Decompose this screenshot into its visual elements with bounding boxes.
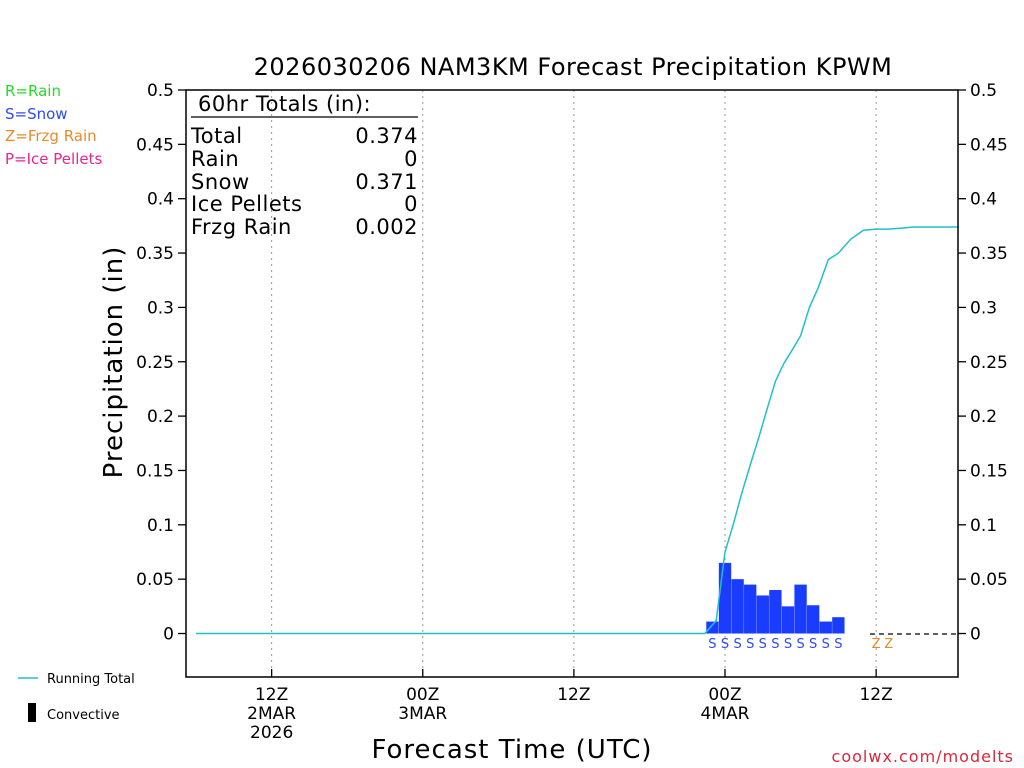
totals-label-rain: Rain	[191, 147, 239, 171]
chart-title: 2026030206 NAM3KM Forecast Precipitation…	[254, 53, 893, 81]
y-tick-label-right-1: 0.05	[970, 570, 1008, 590]
ptype-marker-6: S	[784, 637, 792, 652]
legend-snow: S=Snow	[5, 105, 68, 123]
snow-bar-1	[718, 562, 732, 634]
ptype-marker-10: S	[834, 637, 842, 652]
y-tick-label-right-8: 0.4	[970, 190, 997, 210]
totals-value-total: 0.374	[355, 124, 418, 148]
totals-box: 60hr Totals (in): Total 0.374 Rain 0 Sno…	[190, 92, 418, 239]
y-tick-label-right-4: 0.2	[970, 407, 997, 427]
convective-legend-label: Convective	[47, 708, 120, 723]
y-tick-label-left-7: 0.35	[136, 244, 174, 264]
x-axis-title: Forecast Time (UTC)	[371, 735, 652, 765]
snow-bar-4	[756, 595, 769, 634]
snow-bar-7	[794, 584, 807, 634]
type-legend: R=Rain S=Snow Z=Frzg Rain P=Ice Pellets	[5, 82, 102, 168]
legend-ice-pellets: P=Ice Pellets	[5, 150, 102, 168]
y-tick-label-left-10: 0.5	[147, 81, 174, 101]
grid-lines	[271, 90, 877, 677]
running-total-series	[196, 226, 958, 635]
snow-bar-0	[706, 621, 719, 634]
totals-label-snow: Snow	[191, 170, 250, 194]
y-tick-label-right-10: 0.5	[970, 81, 997, 101]
y-axis-title: Precipitation (in)	[99, 246, 129, 479]
y-tick-label-left-4: 0.2	[147, 407, 174, 427]
x-tick-label-0-0: 12Z	[255, 685, 288, 705]
series-legend: Running Total Convective	[18, 672, 135, 723]
totals-label-total: Total	[190, 124, 243, 148]
y-tick-label-left-3: 0.15	[136, 461, 174, 481]
totals-header: 60hr Totals (in):	[198, 92, 371, 116]
y-tick-label-right-5: 0.25	[970, 353, 1008, 373]
totals-value-frzg-rain: 0.002	[355, 215, 418, 239]
snow-bar-2	[731, 579, 744, 634]
credit-text: coolwx.com/modelts	[832, 747, 1014, 766]
y-tick-label-left-0: 0	[163, 625, 174, 645]
snow-bar-8	[807, 605, 820, 634]
ptype-marker-4: S	[759, 637, 767, 652]
snow-bar-6	[781, 606, 795, 634]
totals-value-snow: 0.371	[355, 170, 418, 194]
legend-rain: R=Rain	[5, 82, 61, 100]
x-tick-label-1-1: 3MAR	[398, 704, 447, 724]
ptype-marker-12: Z	[884, 637, 893, 652]
ptype-marker-3: S	[746, 637, 754, 652]
y-tick-label-right-9: 0.45	[970, 135, 1008, 155]
ptype-marker-2: S	[733, 637, 741, 652]
snow-bar-10	[832, 617, 845, 634]
ptype-marker-1: S	[721, 637, 729, 652]
y-axis-right: 0 0.05 0.1 0.15 0.2 0.25 0.3 0.35 0.4 0.45 0.5	[958, 81, 1008, 645]
legend-frzg-rain: Z=Frzg Rain	[5, 127, 97, 145]
x-tick-label-0-2: 2026	[250, 723, 293, 743]
convective-legend-swatch	[28, 703, 36, 722]
plot-frame	[185, 89, 959, 678]
ptype-marker-0: S	[708, 637, 716, 652]
y-axis-left: 0 0.05 0.1 0.15 0.2 0.25 0.3 0.35 0.4 0.45 0.5	[136, 81, 186, 645]
ptype-marker-8: S	[809, 637, 817, 652]
y-tick-label-right-7: 0.35	[970, 244, 1008, 264]
ptype-marker-9: S	[822, 637, 830, 652]
ptype-marker-11: Z	[872, 637, 881, 652]
y-tick-label-right-6: 0.3	[970, 298, 997, 318]
totals-value-ice-pellets: 0	[404, 192, 418, 216]
y-tick-label-right-2: 0.1	[970, 516, 997, 536]
y-tick-label-right-3: 0.15	[970, 461, 1008, 481]
running-total-legend-label: Running Total	[47, 672, 135, 687]
totals-value-rain: 0	[404, 147, 418, 171]
x-tick-label-1-0: 00Z	[406, 685, 439, 705]
y-tick-label-left-8: 0.4	[147, 190, 174, 210]
ptype-marker-5: S	[771, 637, 779, 652]
y-tick-label-right-0: 0	[970, 625, 981, 645]
y-tick-label-left-9: 0.45	[136, 135, 174, 155]
x-tick-label-2-0: 12Z	[557, 685, 590, 705]
totals-label-ice-pellets: Ice Pellets	[191, 192, 302, 216]
y-tick-label-left-2: 0.1	[147, 516, 174, 536]
x-tick-label-3-1: 4MAR	[701, 704, 750, 724]
totals-label-frzg-rain: Frzg Rain	[191, 215, 292, 239]
snow-bar-9	[819, 621, 832, 634]
bars	[706, 562, 845, 634]
running-total-line	[196, 226, 958, 635]
x-tick-label-3-0: 00Z	[708, 685, 741, 705]
x-tick-label-4-0: 12Z	[859, 685, 892, 705]
ptype-marker-7: S	[796, 637, 804, 652]
y-tick-label-left-5: 0.25	[136, 353, 174, 373]
y-tick-label-left-6: 0.3	[147, 298, 174, 318]
x-tick-label-0-1: 2MAR	[247, 704, 296, 724]
snow-bar-5	[769, 590, 782, 634]
snow-bar-3	[744, 584, 757, 634]
y-tick-label-left-1: 0.05	[136, 570, 174, 590]
